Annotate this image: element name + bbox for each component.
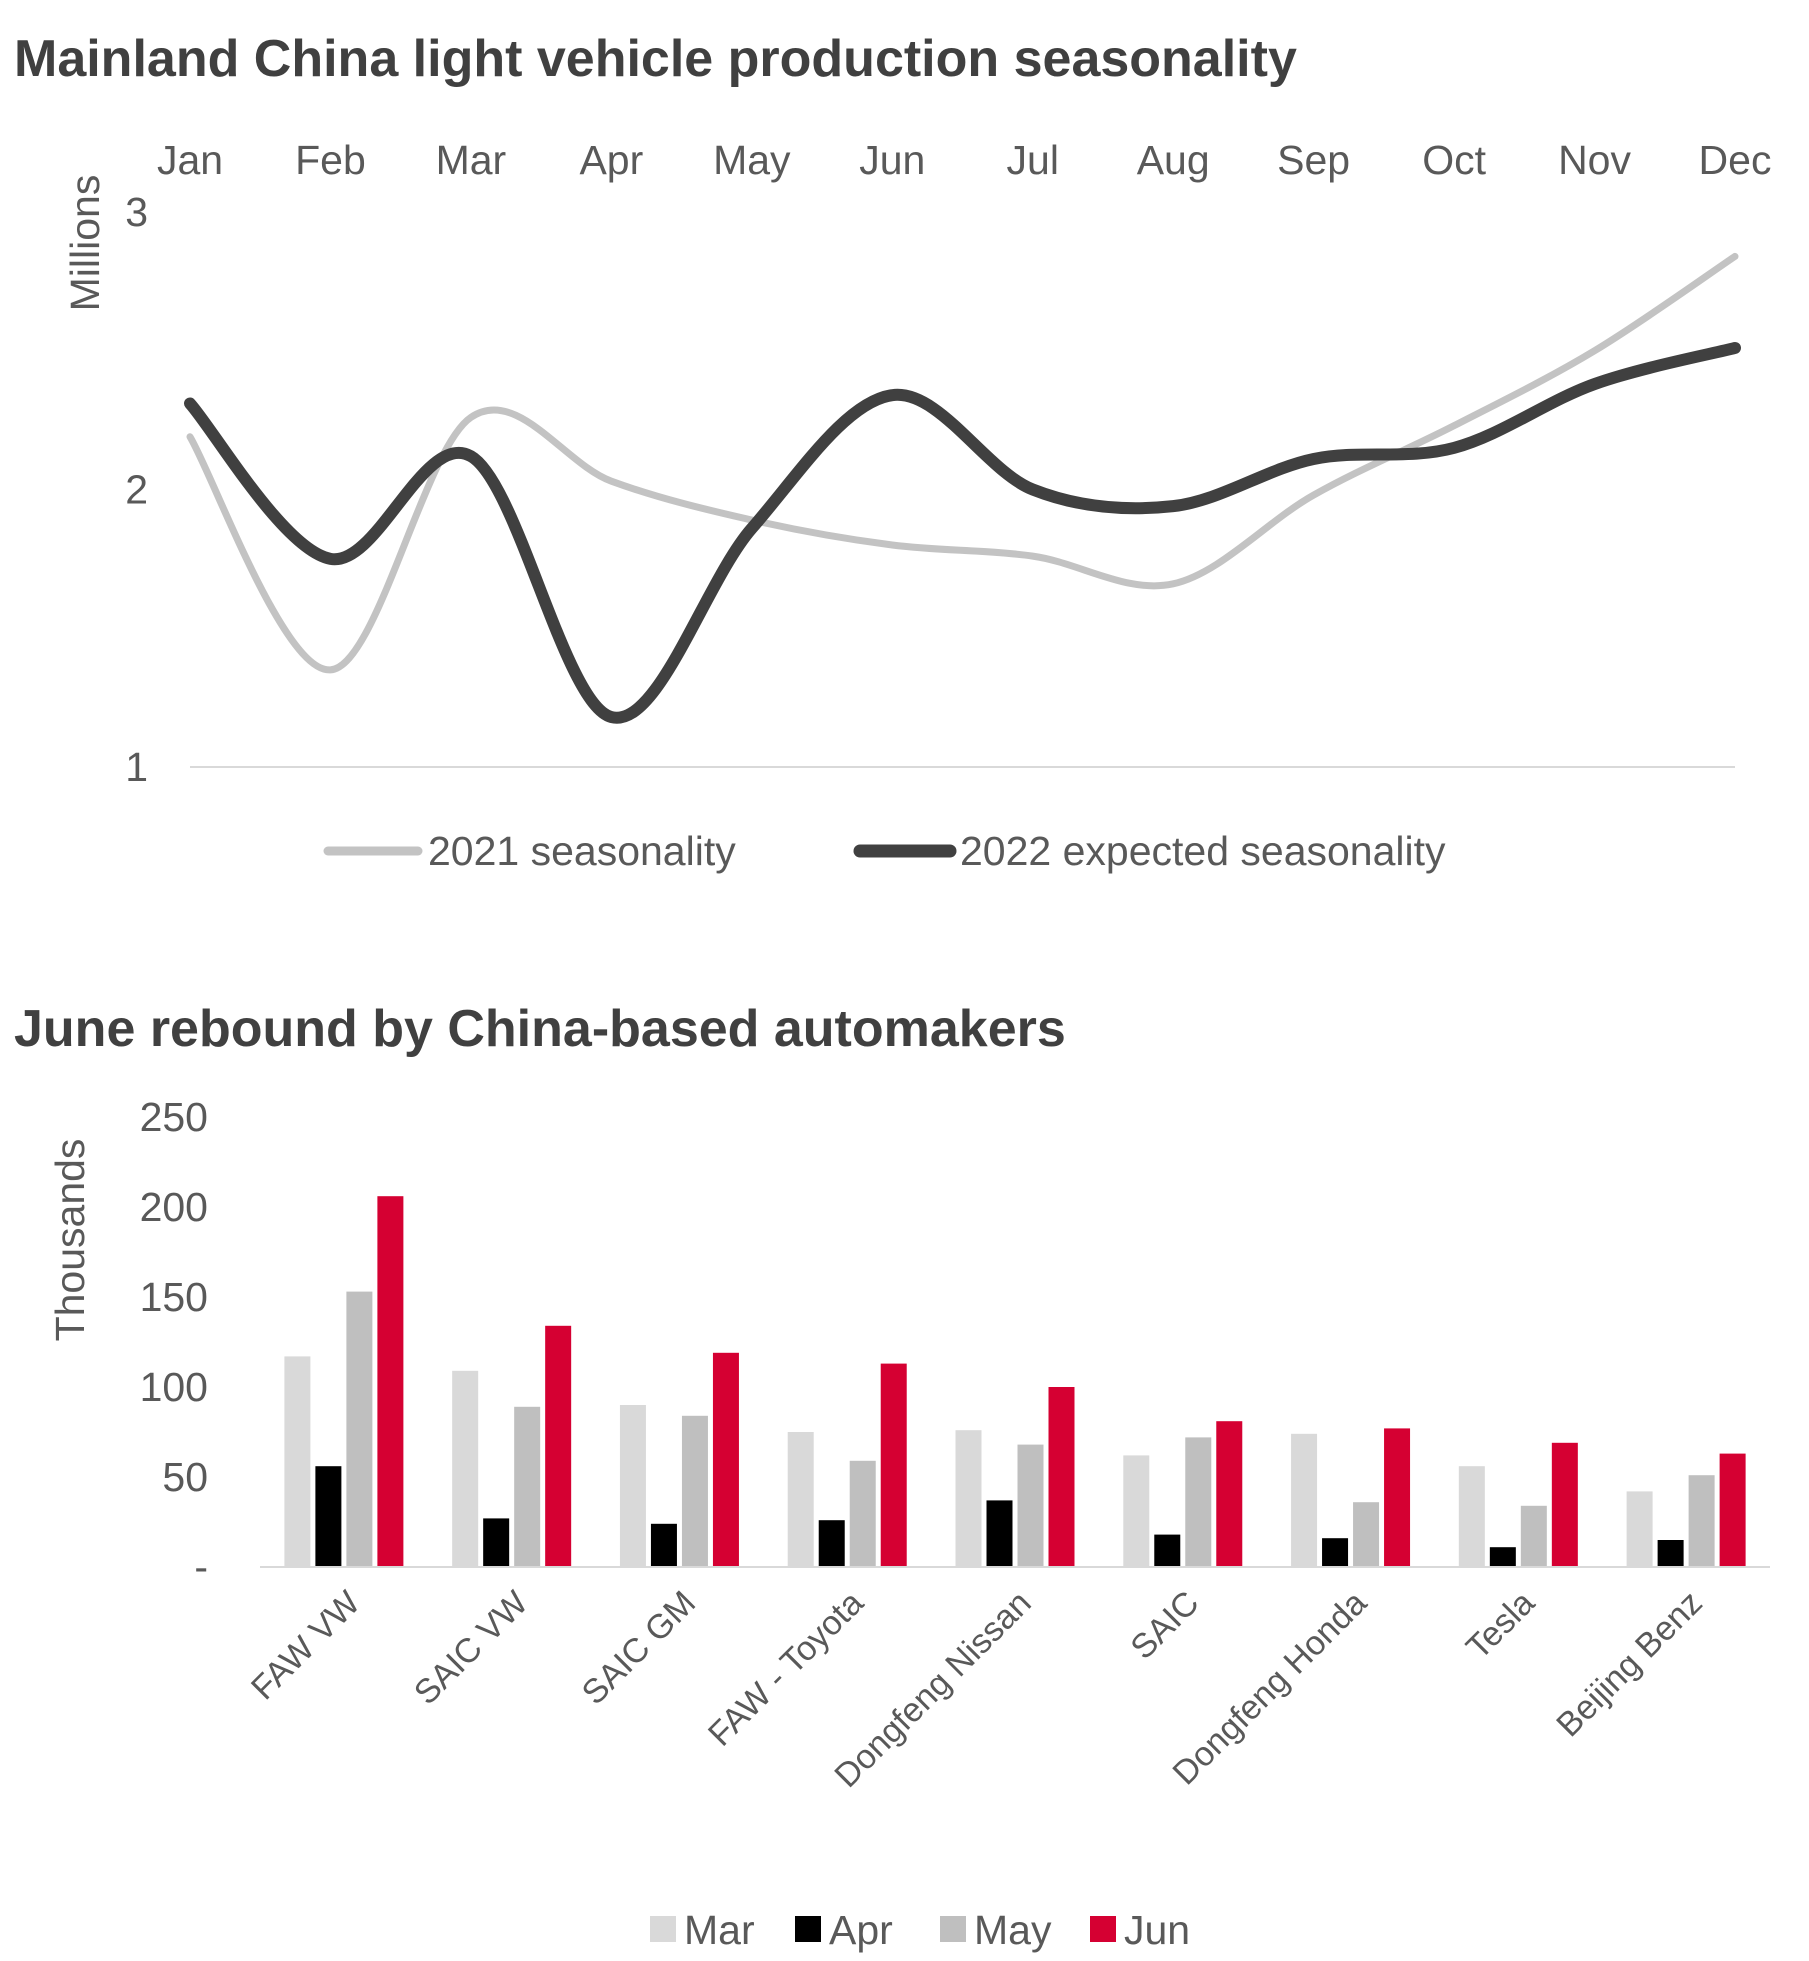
category-label-faw-vw: FAW VW <box>244 1584 367 1707</box>
bar-beijing-benz-may <box>1688 1475 1715 1567</box>
bar-beijing-benz-apr <box>1657 1540 1684 1567</box>
bar-saic-may <box>1185 1437 1212 1567</box>
legend-label-may: May <box>974 1907 1052 1953</box>
bar-saic-vw-apr <box>483 1518 510 1567</box>
legend-label-2021: 2021 seasonality <box>428 828 736 874</box>
legend-label-mar: Mar <box>684 1907 755 1953</box>
category-label-tesla: Tesla <box>1459 1584 1542 1667</box>
category-label-saic-gm: SAIC GM <box>575 1584 703 1712</box>
x-tick-label-dec: Dec <box>1699 137 1772 183</box>
bar-saic-gm-mar <box>619 1405 646 1567</box>
bar-chart-y-ticks: - 50 100 150 200 250 <box>140 1094 208 1590</box>
bar-faw-vw-apr <box>315 1466 342 1567</box>
bar-tesla-jun <box>1551 1442 1578 1567</box>
bar-saic-gm-jun <box>712 1352 739 1567</box>
x-tick-label-oct: Oct <box>1422 137 1486 183</box>
x-tick-label-feb: Feb <box>295 137 366 183</box>
x-tick-label-mar: Mar <box>436 137 507 183</box>
bar-tesla-apr <box>1489 1547 1516 1567</box>
bar-saic-vw-mar <box>452 1370 479 1567</box>
line-chart-title: Mainland China light vehicle production … <box>14 30 1297 88</box>
x-tick-label-nov: Nov <box>1558 137 1631 183</box>
y-tick-label: 50 <box>162 1454 208 1500</box>
y-tick-label: 1 <box>125 744 148 790</box>
legend-swatch-apr <box>795 1916 821 1942</box>
bar-faw-vw-may <box>346 1291 373 1567</box>
bar-chart-legend: Mar Apr May Jun <box>650 1907 1190 1953</box>
bar-saic-gm-may <box>681 1415 708 1567</box>
y-tick-label: 200 <box>140 1184 208 1230</box>
bar-saic-mar <box>1123 1455 1150 1567</box>
line-chart-x-ticks: Jan Feb Mar Apr May Jun Jul Aug Sep Oct Nov Dec <box>157 137 1772 183</box>
category-label-saic: SAIC <box>1123 1584 1206 1667</box>
legend-label-jun: Jun <box>1124 1907 1190 1953</box>
category-label-saic-vw: SAIC VW <box>407 1584 535 1712</box>
line-chart: Mainland China light vehicle production … <box>14 30 1771 874</box>
legend-swatch-mar <box>650 1916 676 1942</box>
bar-dongfeng-nissan-may <box>1017 1444 1044 1567</box>
x-tick-label-jun: Jun <box>859 137 925 183</box>
bar-beijing-benz-mar <box>1626 1491 1653 1567</box>
bar-faw-vw-jun <box>377 1196 404 1567</box>
bar-tesla-may <box>1520 1505 1547 1567</box>
category-label-faw-toyota: FAW - Toyota <box>701 1584 871 1754</box>
series-line-2022-expected-seasonality <box>184 341 1741 724</box>
legend-swatch-may <box>940 1916 966 1942</box>
line-chart-series <box>184 252 1741 724</box>
legend-swatch-jun <box>1090 1916 1116 1942</box>
bar-dongfeng-honda-jun <box>1384 1428 1411 1567</box>
x-tick-label-may: May <box>713 137 791 183</box>
line-chart-legend: 2021 seasonality 2022 expected seasonali… <box>323 828 1446 874</box>
y-tick-label: 100 <box>140 1364 208 1410</box>
y-tick-label: 2 <box>125 467 148 513</box>
bar-faw-toyota-apr <box>818 1520 845 1567</box>
x-tick-label-jan: Jan <box>157 137 223 183</box>
bar-dongfeng-nissan-apr <box>986 1500 1013 1567</box>
bar-beijing-benz-jun <box>1719 1453 1746 1567</box>
bar-faw-toyota-may <box>849 1460 876 1567</box>
bar-chart-y-axis-title: Thousands <box>47 1139 93 1342</box>
bar-chart-bars <box>284 1196 1746 1567</box>
bar-faw-toyota-jun <box>880 1363 907 1567</box>
bar-saic-vw-jun <box>545 1325 572 1567</box>
bar-dongfeng-honda-apr <box>1322 1538 1349 1567</box>
line-chart-y-axis-title: Millions <box>62 175 108 312</box>
bar-saic-gm-apr <box>650 1523 677 1567</box>
category-label-beijing-benz: Beijing Benz <box>1549 1584 1710 1745</box>
bar-faw-vw-mar <box>284 1356 311 1567</box>
x-tick-label-sep: Sep <box>1277 137 1350 183</box>
bar-saic-vw-may <box>514 1406 541 1567</box>
bar-chart-title: June rebound by China-based automakers <box>14 1000 1066 1058</box>
x-tick-label-apr: Apr <box>579 137 643 183</box>
bar-saic-jun <box>1216 1421 1243 1567</box>
bar-dongfeng-nissan-mar <box>955 1430 982 1567</box>
bar-dongfeng-nissan-jun <box>1048 1387 1075 1567</box>
bar-dongfeng-honda-mar <box>1291 1433 1318 1567</box>
bar-faw-toyota-mar <box>787 1432 814 1567</box>
bar-dongfeng-honda-may <box>1353 1502 1380 1567</box>
bar-saic-apr <box>1154 1534 1181 1567</box>
legend-label-apr: Apr <box>829 1907 893 1953</box>
y-tick-label: 250 <box>140 1094 208 1140</box>
bar-tesla-mar <box>1458 1466 1485 1567</box>
legend-label-2022: 2022 expected seasonality <box>960 828 1446 874</box>
y-tick-label: 3 <box>125 189 148 235</box>
y-tick-label: - <box>194 1544 208 1590</box>
line-chart-y-ticks: 1 2 3 <box>125 189 148 790</box>
bar-chart: June rebound by China-based automakers T… <box>14 1000 1770 1953</box>
y-tick-label: 150 <box>140 1274 208 1320</box>
x-tick-label-aug: Aug <box>1137 137 1210 183</box>
x-tick-label-jul: Jul <box>1007 137 1059 183</box>
series-line-2021-seasonality <box>186 252 1739 674</box>
